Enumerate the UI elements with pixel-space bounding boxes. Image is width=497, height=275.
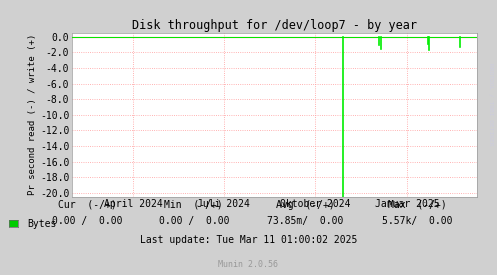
- Text: RRDTOOL / TOBI OETIKER: RRDTOOL / TOBI OETIKER: [489, 63, 494, 146]
- Text: 5.57k/  0.00: 5.57k/ 0.00: [382, 216, 453, 225]
- Text: Max  (-/+): Max (-/+): [388, 200, 447, 210]
- Text: Avg  (-/+): Avg (-/+): [276, 200, 335, 210]
- Text: Min  (-/+): Min (-/+): [165, 200, 223, 210]
- Text: 73.85m/  0.00: 73.85m/ 0.00: [267, 216, 344, 225]
- Text: Last update: Tue Mar 11 01:00:02 2025: Last update: Tue Mar 11 01:00:02 2025: [140, 235, 357, 245]
- Text: Cur  (-/+): Cur (-/+): [58, 200, 116, 210]
- Text: Bytes: Bytes: [27, 219, 57, 229]
- Text: 0.00 /  0.00: 0.00 / 0.00: [52, 216, 122, 225]
- Text: Munin 2.0.56: Munin 2.0.56: [219, 260, 278, 269]
- Text: 0.00 /  0.00: 0.00 / 0.00: [159, 216, 229, 225]
- Title: Disk throughput for /dev/loop7 - by year: Disk throughput for /dev/loop7 - by year: [132, 19, 417, 32]
- Y-axis label: Pr second read (-) / write (+): Pr second read (-) / write (+): [28, 34, 37, 196]
